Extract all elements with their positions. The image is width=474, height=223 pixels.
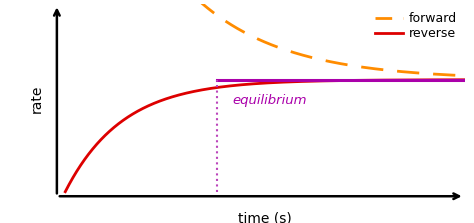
Text: equilibrium: equilibrium — [233, 94, 307, 107]
Legend: forward, reverse: forward, reverse — [374, 11, 458, 42]
Text: rate: rate — [30, 84, 44, 113]
Text: time (s): time (s) — [238, 211, 292, 223]
